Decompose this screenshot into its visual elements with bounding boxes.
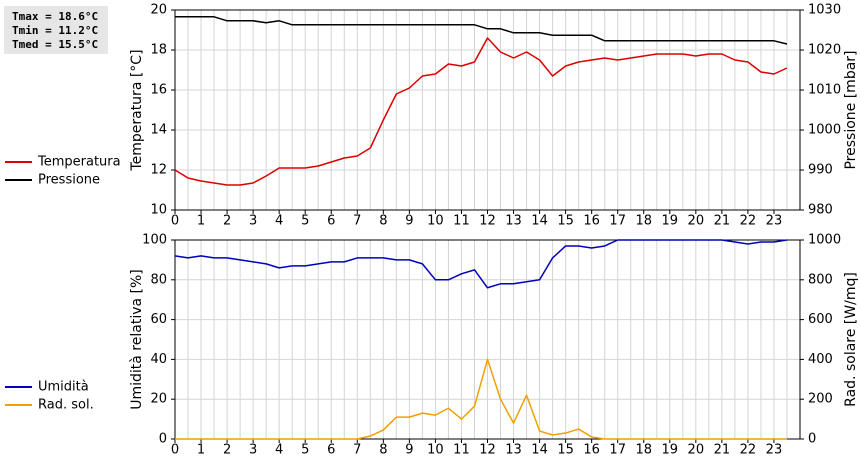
x-tick-label: 14 xyxy=(531,214,548,229)
x-tick-label: 23 xyxy=(766,443,783,458)
x-tick-label: 11 xyxy=(453,443,470,458)
x-tick-label: 19 xyxy=(662,443,679,458)
x-tick-label: 11 xyxy=(453,214,470,229)
x-tick-label: 5 xyxy=(301,443,309,458)
y-axis-label: Temperatura [°C] xyxy=(129,49,145,171)
x-tick-label: 10 xyxy=(427,443,444,458)
legend-label: Umidità xyxy=(38,380,89,395)
x-tick-label: 15 xyxy=(557,443,574,458)
x-tick-label: 21 xyxy=(714,443,731,458)
y-tick-label: 80 xyxy=(150,272,167,287)
x-tick-label: 17 xyxy=(609,443,626,458)
series-line xyxy=(174,239,788,289)
y2-tick-label: 990 xyxy=(808,163,833,178)
x-tick-label: 0 xyxy=(171,443,179,458)
stats-line: Tmax = 18.6°C xyxy=(12,10,98,23)
y2-tick-label: 400 xyxy=(808,352,833,367)
legend-label: Temperatura xyxy=(37,155,121,170)
plot-frame xyxy=(174,239,801,440)
y2-tick-label: 1030 xyxy=(808,3,841,18)
x-tick-label: 20 xyxy=(688,214,705,229)
plot-frame xyxy=(174,9,801,211)
x-tick-label: 13 xyxy=(505,443,522,458)
y2-tick-label: 1020 xyxy=(808,43,841,58)
y2-tick-label: 0 xyxy=(808,432,816,447)
x-tick-label: 17 xyxy=(609,214,626,229)
x-tick-label: 1 xyxy=(197,443,205,458)
y-tick-label: 20 xyxy=(150,392,167,407)
y2-tick-label: 1000 xyxy=(808,123,841,138)
x-tick-label: 18 xyxy=(635,443,652,458)
y-tick-label: 100 xyxy=(142,233,167,248)
x-tick-label: 12 xyxy=(479,443,496,458)
stats-box: Tmax = 18.6°C Tmin = 11.2°C Tmed = 15.5°… xyxy=(4,6,108,54)
x-tick-label: 20 xyxy=(688,443,705,458)
x-tick-label: 2 xyxy=(223,443,231,458)
x-tick-label: 19 xyxy=(662,214,679,229)
y2-tick-label: 200 xyxy=(808,392,833,407)
x-tick-label: 16 xyxy=(583,443,600,458)
y-tick-label: 14 xyxy=(150,123,167,138)
y-tick-label: 40 xyxy=(150,352,167,367)
series-line xyxy=(175,16,788,45)
x-tick-label: 12 xyxy=(479,214,496,229)
x-tick-label: 8 xyxy=(379,443,387,458)
stats-background xyxy=(4,6,108,54)
x-tick-label: 1 xyxy=(197,214,205,229)
y2-tick-label: 1010 xyxy=(808,83,841,98)
x-tick-label: 16 xyxy=(583,214,600,229)
x-tick-label: 23 xyxy=(766,214,783,229)
x-tick-label: 21 xyxy=(714,214,731,229)
y-tick-label: 60 xyxy=(150,312,167,327)
x-tick-label: 10 xyxy=(427,214,444,229)
x-tick-label: 4 xyxy=(275,214,283,229)
x-tick-label: 8 xyxy=(379,214,387,229)
x-tick-label: 7 xyxy=(353,443,361,458)
x-tick-label: 9 xyxy=(405,214,413,229)
x-tick-label: 18 xyxy=(635,214,652,229)
x-tick-label: 14 xyxy=(531,443,548,458)
y2-tick-label: 1000 xyxy=(808,233,841,248)
x-tick-label: 22 xyxy=(740,214,757,229)
y-axis-label: Umidità relativa [%] xyxy=(129,269,145,410)
x-tick-label: 7 xyxy=(353,214,361,229)
x-tick-label: 5 xyxy=(301,214,309,229)
x-tick-label: 6 xyxy=(327,214,335,229)
y-tick-label: 12 xyxy=(150,163,167,178)
x-tick-label: 22 xyxy=(740,443,757,458)
x-tick-label: 15 xyxy=(557,214,574,229)
y2-tick-label: 800 xyxy=(808,272,833,287)
series-line xyxy=(174,37,788,186)
x-tick-label: 0 xyxy=(171,214,179,229)
y2-axis-label: Rad. solare [W/mq] xyxy=(843,272,859,407)
x-tick-label: 3 xyxy=(249,443,257,458)
y-tick-label: 16 xyxy=(150,83,167,98)
stats-line: Tmed = 15.5°C xyxy=(12,38,98,51)
y-tick-label: 18 xyxy=(150,43,167,58)
y2-tick-label: 980 xyxy=(808,203,833,218)
y2-axis-label: Pressione [mbar] xyxy=(843,50,859,169)
stats-line: Tmin = 11.2°C xyxy=(12,24,98,37)
y-tick-label: 20 xyxy=(150,3,167,18)
x-tick-label: 2 xyxy=(223,214,231,229)
x-tick-label: 6 xyxy=(327,443,335,458)
y-tick-label: 10 xyxy=(150,203,167,218)
y-tick-label: 0 xyxy=(159,432,167,447)
y2-tick-label: 600 xyxy=(808,312,833,327)
x-tick-label: 3 xyxy=(249,214,257,229)
x-tick-label: 4 xyxy=(275,443,283,458)
x-tick-label: 13 xyxy=(505,214,522,229)
legend-label: Rad. sol. xyxy=(38,398,94,413)
series-line xyxy=(175,358,787,440)
legend-label: Pressione xyxy=(38,173,100,188)
x-tick-label: 9 xyxy=(405,443,413,458)
